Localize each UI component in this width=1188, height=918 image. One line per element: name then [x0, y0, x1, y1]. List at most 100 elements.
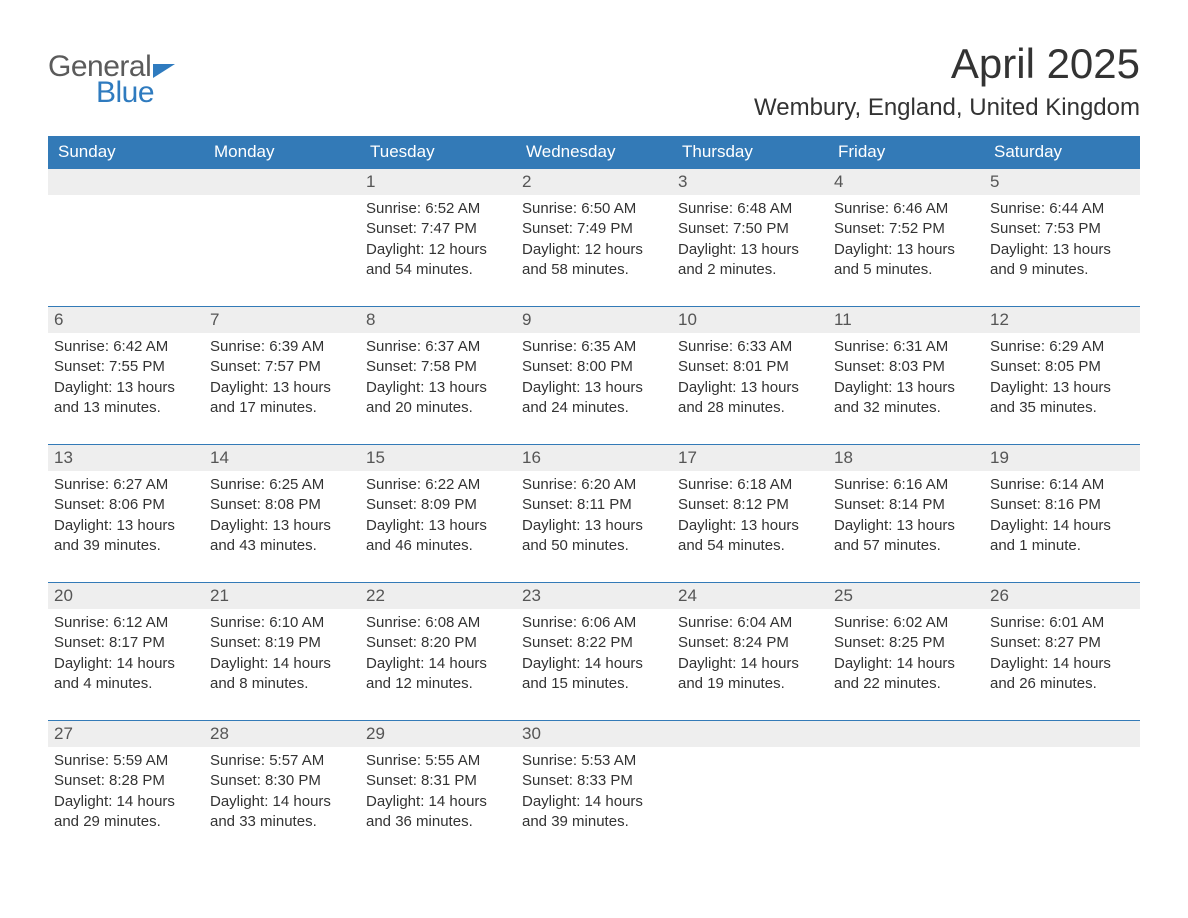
weekday-header: Wednesday [516, 136, 672, 169]
day-content: Sunrise: 6:02 AMSunset: 8:25 PMDaylight:… [828, 609, 984, 720]
day-number-cell: 10 [672, 307, 828, 334]
day-content-cell: Sunrise: 6:08 AMSunset: 8:20 PMDaylight:… [360, 609, 516, 721]
day-content-cell: Sunrise: 6:35 AMSunset: 8:00 PMDaylight:… [516, 333, 672, 445]
day-number-cell: 26 [984, 583, 1140, 610]
weekday-header-row: SundayMondayTuesdayWednesdayThursdayFrid… [48, 136, 1140, 169]
brand-word-2: Blue [96, 76, 154, 110]
day-content-row: Sunrise: 5:59 AMSunset: 8:28 PMDaylight:… [48, 747, 1140, 858]
empty-cell [828, 747, 984, 858]
day-content: Sunrise: 6:04 AMSunset: 8:24 PMDaylight:… [672, 609, 828, 720]
day-content-row: Sunrise: 6:27 AMSunset: 8:06 PMDaylight:… [48, 471, 1140, 583]
day-number-cell: 8 [360, 307, 516, 334]
day-content: Sunrise: 6:27 AMSunset: 8:06 PMDaylight:… [48, 471, 204, 582]
day-content-cell: Sunrise: 5:55 AMSunset: 8:31 PMDaylight:… [360, 747, 516, 858]
day-number: 13 [48, 445, 204, 471]
empty-cell [672, 747, 828, 858]
day-number-cell: 29 [360, 721, 516, 748]
day-content: Sunrise: 6:46 AMSunset: 7:52 PMDaylight:… [828, 195, 984, 306]
day-number-cell: 18 [828, 445, 984, 472]
day-content: Sunrise: 6:12 AMSunset: 8:17 PMDaylight:… [48, 609, 204, 720]
day-content-row: Sunrise: 6:42 AMSunset: 7:55 PMDaylight:… [48, 333, 1140, 445]
day-number-cell: 16 [516, 445, 672, 472]
day-number: 12 [984, 307, 1140, 333]
day-number-cell: 24 [672, 583, 828, 610]
day-content-cell: Sunrise: 6:10 AMSunset: 8:19 PMDaylight:… [204, 609, 360, 721]
day-content-cell: Sunrise: 5:59 AMSunset: 8:28 PMDaylight:… [48, 747, 204, 858]
day-number-cell: 30 [516, 721, 672, 748]
day-number-cell: 1 [360, 169, 516, 196]
day-content-cell: Sunrise: 6:46 AMSunset: 7:52 PMDaylight:… [828, 195, 984, 307]
weekday-header: Friday [828, 136, 984, 169]
day-number: 3 [672, 169, 828, 195]
empty-cell [828, 721, 984, 748]
day-content-row: Sunrise: 6:12 AMSunset: 8:17 PMDaylight:… [48, 609, 1140, 721]
day-number: 14 [204, 445, 360, 471]
day-number-row: 13141516171819 [48, 445, 1140, 472]
day-number: 23 [516, 583, 672, 609]
empty-cell [204, 169, 360, 196]
day-number-cell: 23 [516, 583, 672, 610]
day-number-cell: 11 [828, 307, 984, 334]
empty-cell [204, 195, 360, 307]
flag-icon [153, 64, 175, 78]
day-number: 11 [828, 307, 984, 333]
title-block: April 2025 Wembury, England, United King… [754, 40, 1140, 122]
day-content: Sunrise: 6:29 AMSunset: 8:05 PMDaylight:… [984, 333, 1140, 444]
day-content: Sunrise: 5:53 AMSunset: 8:33 PMDaylight:… [516, 747, 672, 858]
day-number-cell: 28 [204, 721, 360, 748]
day-content-cell: Sunrise: 6:39 AMSunset: 7:57 PMDaylight:… [204, 333, 360, 445]
day-content-cell: Sunrise: 6:42 AMSunset: 7:55 PMDaylight:… [48, 333, 204, 445]
day-number: 15 [360, 445, 516, 471]
day-number: 27 [48, 721, 204, 747]
weekday-header: Sunday [48, 136, 204, 169]
day-content: Sunrise: 6:06 AMSunset: 8:22 PMDaylight:… [516, 609, 672, 720]
day-number: 4 [828, 169, 984, 195]
day-number-cell: 6 [48, 307, 204, 334]
day-number: 5 [984, 169, 1140, 195]
day-number: 20 [48, 583, 204, 609]
day-number-cell: 13 [48, 445, 204, 472]
day-content: Sunrise: 6:42 AMSunset: 7:55 PMDaylight:… [48, 333, 204, 444]
location-subtitle: Wembury, England, United Kingdom [754, 94, 1140, 122]
day-number-cell: 2 [516, 169, 672, 196]
day-content: Sunrise: 6:31 AMSunset: 8:03 PMDaylight:… [828, 333, 984, 444]
weekday-header: Tuesday [360, 136, 516, 169]
day-content-cell: Sunrise: 6:52 AMSunset: 7:47 PMDaylight:… [360, 195, 516, 307]
day-content-row: Sunrise: 6:52 AMSunset: 7:47 PMDaylight:… [48, 195, 1140, 307]
day-number: 6 [48, 307, 204, 333]
day-content-cell: Sunrise: 6:20 AMSunset: 8:11 PMDaylight:… [516, 471, 672, 583]
day-content: Sunrise: 6:01 AMSunset: 8:27 PMDaylight:… [984, 609, 1140, 720]
day-number-cell: 4 [828, 169, 984, 196]
weekday-header: Thursday [672, 136, 828, 169]
day-content-cell: Sunrise: 6:33 AMSunset: 8:01 PMDaylight:… [672, 333, 828, 445]
calendar-table: SundayMondayTuesdayWednesdayThursdayFrid… [48, 136, 1140, 858]
month-title: April 2025 [754, 40, 1140, 88]
empty-cell [984, 721, 1140, 748]
day-content: Sunrise: 5:57 AMSunset: 8:30 PMDaylight:… [204, 747, 360, 858]
day-number-cell: 25 [828, 583, 984, 610]
day-content-cell: Sunrise: 6:04 AMSunset: 8:24 PMDaylight:… [672, 609, 828, 721]
day-number-cell: 7 [204, 307, 360, 334]
day-number-cell: 5 [984, 169, 1140, 196]
day-number-cell: 22 [360, 583, 516, 610]
day-content: Sunrise: 6:37 AMSunset: 7:58 PMDaylight:… [360, 333, 516, 444]
day-number-cell: 20 [48, 583, 204, 610]
empty-cell [48, 195, 204, 307]
day-number-row: 20212223242526 [48, 583, 1140, 610]
day-number-cell: 15 [360, 445, 516, 472]
day-content-cell: Sunrise: 6:22 AMSunset: 8:09 PMDaylight:… [360, 471, 516, 583]
day-content-cell: Sunrise: 6:31 AMSunset: 8:03 PMDaylight:… [828, 333, 984, 445]
day-content-cell: Sunrise: 5:57 AMSunset: 8:30 PMDaylight:… [204, 747, 360, 858]
header: General Blue April 2025 Wembury, England… [48, 40, 1140, 122]
day-content-cell: Sunrise: 6:12 AMSunset: 8:17 PMDaylight:… [48, 609, 204, 721]
day-content: Sunrise: 6:22 AMSunset: 8:09 PMDaylight:… [360, 471, 516, 582]
weekday-header: Saturday [984, 136, 1140, 169]
day-number-cell: 19 [984, 445, 1140, 472]
day-content-cell: Sunrise: 5:53 AMSunset: 8:33 PMDaylight:… [516, 747, 672, 858]
day-number: 7 [204, 307, 360, 333]
day-number: 24 [672, 583, 828, 609]
empty-cell [984, 747, 1140, 858]
day-content-cell: Sunrise: 6:01 AMSunset: 8:27 PMDaylight:… [984, 609, 1140, 721]
day-number: 1 [360, 169, 516, 195]
day-number: 25 [828, 583, 984, 609]
